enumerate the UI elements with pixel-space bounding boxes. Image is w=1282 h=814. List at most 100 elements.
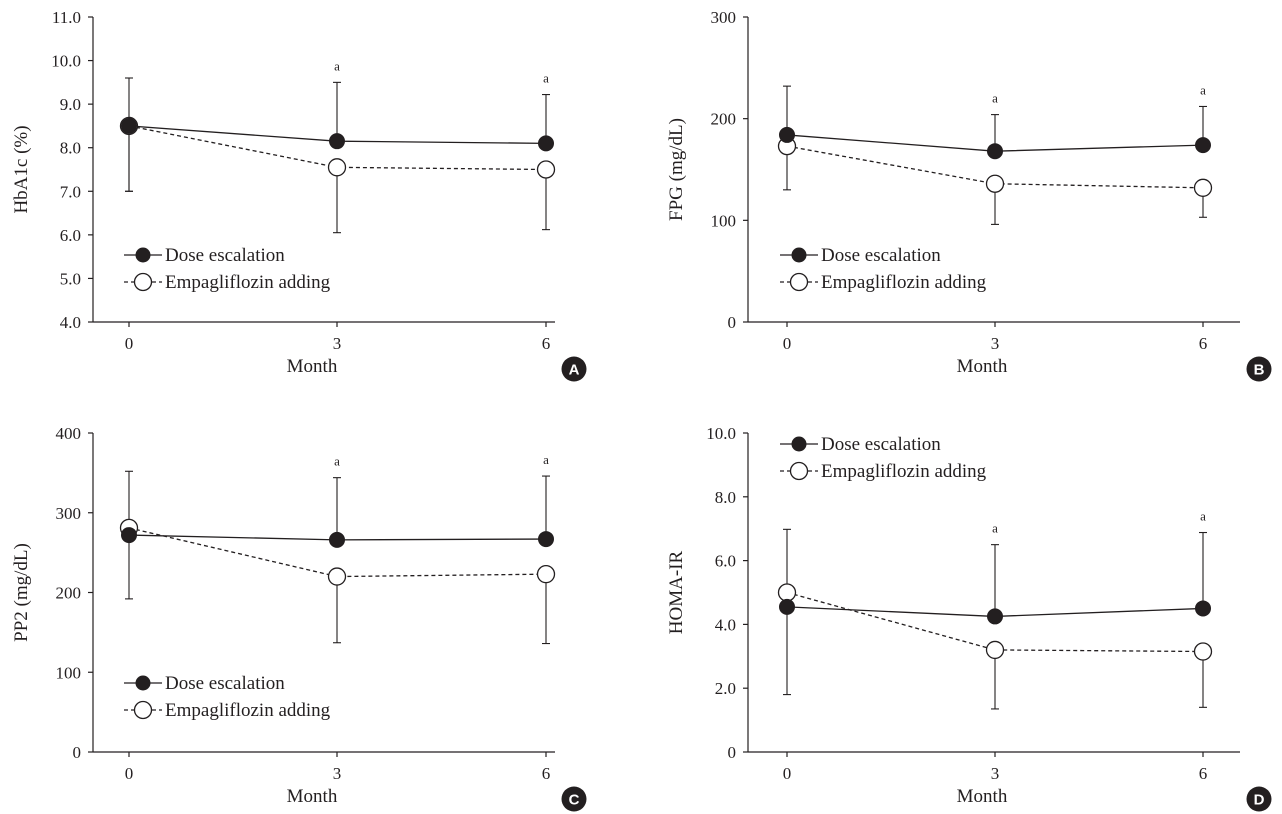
dose-escalation-point xyxy=(121,117,137,134)
empagliflozin-point xyxy=(536,160,556,179)
chart-panel-d: 0 2.0 4.0 6.0 8.0 10.0 0 3 6 Month HOMA-IR a a Dose e… xyxy=(666,424,1272,812)
chart-panel-c: 0 100 200 300 400 0 3 6 Month PP2 (mg/dL) a a Dose e… xyxy=(11,424,587,812)
panel-letter: B xyxy=(1254,362,1265,379)
x-tick-label: 0 xyxy=(783,764,792,783)
legend-empa-label: Empagliflozin adding xyxy=(165,700,331,721)
significance-marker: a xyxy=(992,521,998,536)
dose-escalation-point xyxy=(121,527,137,544)
y-axis-label: FPG (mg/dL) xyxy=(666,118,687,221)
significance-marker: a xyxy=(334,58,340,73)
y-axis-label: PP2 (mg/dL) xyxy=(11,543,32,642)
empagliflozin-point xyxy=(327,158,347,177)
empagliflozin-line xyxy=(786,591,1204,653)
legend-empa-label: Empagliflozin adding xyxy=(165,272,331,293)
y-tick-label: 4.0 xyxy=(60,313,81,332)
x-axis-label: Month xyxy=(287,786,338,807)
dose-escalation-point xyxy=(538,135,554,152)
empagliflozin-point xyxy=(777,583,797,602)
dose-escalation-point xyxy=(538,531,554,548)
panel-letter: A xyxy=(569,362,580,379)
significance-marker: a xyxy=(334,454,340,469)
y-tick-label: 0 xyxy=(73,743,82,762)
x-axis-label: Month xyxy=(957,356,1008,377)
panel-badge-d xyxy=(1246,786,1272,812)
significance-marker: a xyxy=(1200,82,1206,97)
significance-marker: a xyxy=(543,71,549,86)
y-axis-label: HbA1c (%) xyxy=(11,125,32,213)
significance-marker: a xyxy=(1200,509,1206,524)
y-tick-label: 0 xyxy=(728,743,737,762)
legend-empa-marker xyxy=(789,272,809,292)
legend-empa-marker xyxy=(133,272,153,292)
x-tick-label: 6 xyxy=(542,334,551,353)
y-tick-label: 8.0 xyxy=(715,488,736,507)
y-axis-label: HOMA-IR xyxy=(666,550,687,634)
dose-escalation-point xyxy=(779,126,795,143)
empagliflozin-point xyxy=(536,565,556,584)
y-tick-label: 200 xyxy=(711,110,737,129)
y-tick-label: 6.0 xyxy=(60,226,81,245)
legend-dose-label: Dose escalation xyxy=(821,434,941,455)
x-tick-label: 6 xyxy=(1199,334,1208,353)
y-tick-label: 8.0 xyxy=(60,139,81,158)
panel-letter: D xyxy=(1254,792,1265,809)
x-tick-label: 3 xyxy=(991,334,1000,353)
chart-panel-a: 4.0 5.0 6.0 7.0 8.0 9.0 10.0 11.0 0 3 6 Month HbA1c … xyxy=(11,8,587,382)
legend-dose-label: Dose escalation xyxy=(165,245,285,266)
dose-escalation-point xyxy=(1195,600,1211,617)
legend-dose-marker xyxy=(135,675,151,691)
x-tick-label: 0 xyxy=(125,764,134,783)
x-tick-label: 0 xyxy=(125,334,134,353)
x-tick-label: 6 xyxy=(542,764,551,783)
y-tick-label: 300 xyxy=(56,504,82,523)
chart-panel-b: 0 100 200 300 0 3 6 Month FPG (mg/dL) a a Dose esca… xyxy=(666,8,1272,382)
y-tick-label: 5.0 xyxy=(60,269,81,288)
empagliflozin-point xyxy=(327,567,347,586)
y-tick-label: 10.0 xyxy=(706,424,736,443)
legend: Dose escalation Empagliflozin adding xyxy=(124,245,331,293)
x-tick-label: 3 xyxy=(991,764,1000,783)
legend-dose-label: Dose escalation xyxy=(165,673,285,694)
y-tick-label: 4.0 xyxy=(715,615,736,634)
y-tick-label: 100 xyxy=(56,663,82,682)
empagliflozin-point xyxy=(1193,642,1213,661)
panel-letter: C xyxy=(569,792,580,809)
legend-empa-label: Empagliflozin adding xyxy=(821,272,987,293)
x-tick-label: 0 xyxy=(783,334,792,353)
dose-escalation-point xyxy=(987,608,1003,625)
x-axis-label: Month xyxy=(957,786,1008,807)
dose-escalation-point xyxy=(329,531,345,548)
legend: Dose escalation Empagliflozin adding xyxy=(780,245,987,293)
y-tick-label: 2.0 xyxy=(715,679,736,698)
legend-dose-marker xyxy=(791,247,807,263)
legend: Dose escalation Empagliflozin adding xyxy=(780,434,987,482)
dose-escalation-point xyxy=(987,143,1003,160)
significance-marker: a xyxy=(543,452,549,467)
y-tick-label: 300 xyxy=(711,8,737,27)
dose-escalation-point xyxy=(1195,137,1211,154)
dose-escalation-point xyxy=(329,133,345,150)
empagliflozin-point xyxy=(985,174,1005,193)
legend-empa-marker xyxy=(789,461,809,481)
x-tick-label: 3 xyxy=(333,764,342,783)
legend-dose-marker xyxy=(791,436,807,452)
x-tick-label: 3 xyxy=(333,334,342,353)
x-tick-label: 6 xyxy=(1199,764,1208,783)
panel-badge-a xyxy=(561,356,587,382)
significance-marker: a xyxy=(992,91,998,106)
y-tick-label: 11.0 xyxy=(52,8,81,27)
x-axis-label: Month xyxy=(287,356,338,377)
y-tick-label: 6.0 xyxy=(715,552,736,571)
legend-empa-marker xyxy=(133,700,153,720)
empagliflozin-point xyxy=(1193,178,1213,197)
legend-dose-label: Dose escalation xyxy=(821,245,941,266)
y-tick-label: 7.0 xyxy=(60,182,81,201)
dose-escalation-point xyxy=(779,598,795,615)
panel-badge-b xyxy=(1246,356,1272,382)
y-tick-label: 10.0 xyxy=(51,52,81,71)
legend: Dose escalation Empagliflozin adding xyxy=(124,673,331,721)
empagliflozin-point xyxy=(985,640,1005,660)
y-tick-label: 200 xyxy=(56,584,82,603)
panel-badge-c xyxy=(561,786,587,812)
